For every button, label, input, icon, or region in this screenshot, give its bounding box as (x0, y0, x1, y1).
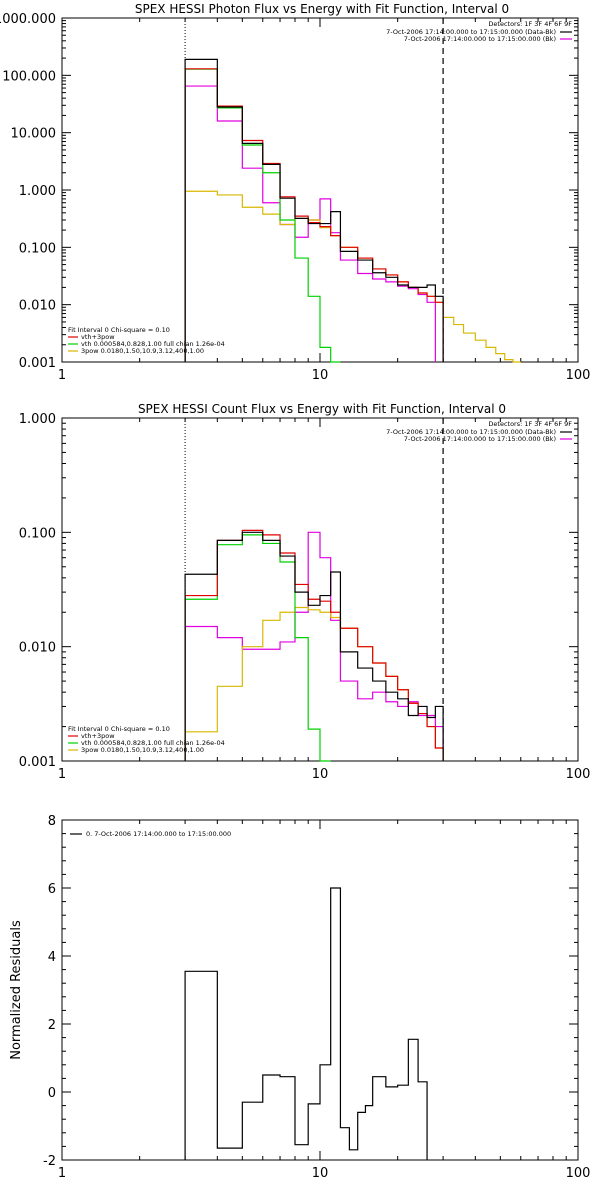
series-bk (184, 85, 436, 362)
y-tick-label: 4 (48, 950, 56, 965)
y-tick-label: -2 (43, 1154, 56, 1169)
series-data-bk (184, 58, 444, 362)
fit-component-label: vth+3pow (81, 333, 115, 341)
x-tick-label: 10 (312, 1166, 329, 1181)
series-3pow (184, 190, 521, 363)
y-tick-label: 100.000 (2, 69, 56, 84)
residuals-y-label: Normalized Residuals (9, 920, 24, 1060)
series-data-bk (184, 531, 444, 761)
series-vth-3pow (184, 68, 444, 362)
y-tick-label: 1.000 (19, 184, 56, 199)
y-tick-label: 10.000 (11, 127, 57, 142)
series-vth (184, 68, 341, 363)
series-bk (184, 531, 444, 761)
residuals-panel: Normalized Residuals 1 10 100 -2 0 2 4 6 8 0. 7-O… (9, 814, 590, 1181)
y-tick-label: 0.100 (19, 526, 56, 541)
y-tick-label: 1.000 (19, 412, 56, 427)
y-tick-label: 0.001 (19, 356, 56, 371)
y-tick-label: 0.001 (19, 755, 56, 770)
y-tick-label: 6 (48, 882, 56, 897)
x-tick-label: 1 (58, 368, 66, 383)
y-tick-label: 8 (48, 814, 56, 829)
interval-label: 7-Oct-2006 17:14:00.000 to 17:15:00.000 … (386, 428, 556, 436)
interval-label: 7-Oct-2006 17:14:00.000 to 17:15:00.000 … (404, 35, 556, 43)
detectors-label: Detectors: 1F 3F 4F 6F 9F (488, 20, 572, 28)
series-3pow (184, 606, 444, 761)
fit-component-label: 3pow 0.0180,1.50,10.9,3.12,400,1.00 (81, 347, 204, 355)
fit-component-label: vth 0.000584,0.828,1.00 full chian 1.26e… (81, 739, 225, 747)
y-tick-label: 0.100 (19, 241, 56, 256)
series-0- (184, 887, 428, 1160)
y-tick-label: 0 (48, 1086, 56, 1101)
y-tick-label: 1000.000 (0, 12, 56, 27)
y-tick-label: 0.010 (19, 641, 56, 656)
interval-label: 7-Oct-2006 17:14:00.000 to 17:15:00.000 … (386, 28, 556, 36)
series-vth-3pow (184, 529, 444, 761)
x-tick-label: 10 (312, 368, 329, 383)
x-tick-label: 1 (58, 1166, 66, 1181)
x-tick-label: 100 (566, 368, 591, 383)
residual-legend-label: 0. 7-Oct-2006 17:14:00.000 to 17:15:00.0… (86, 830, 231, 838)
fit-summary: Fit Interval 0 Chi-square = 0.10 (68, 326, 170, 334)
y-tick-label: 2 (48, 1018, 56, 1033)
y-tick-label: 0.010 (19, 299, 56, 314)
residuals-plot-frame (61, 819, 579, 1161)
count-flux-title: SPEX HESSI Count Flux vs Energy with Fit… (138, 402, 506, 416)
fit-component-label: 3pow 0.0180,1.50,10.9,3.12,400,1.00 (81, 746, 204, 754)
count-flux-panel: SPEX HESSI Count Flux vs Energy with Fit… (19, 402, 591, 782)
series-vth (184, 534, 331, 762)
count-flux-plot-frame (61, 417, 579, 762)
interval-label: 7-Oct-2006 17:14:00.000 to 17:15:00.000 … (404, 435, 556, 443)
detectors-label: Detectors: 1F 3F 4F 6F 9F (488, 420, 572, 428)
x-tick-label: 1 (58, 767, 66, 782)
fit-component-label: vth 0.000584,0.828,1.00 full chian 1.26e… (81, 340, 225, 348)
x-tick-label: 10 (312, 767, 329, 782)
fit-summary: Fit Interval 0 Chi-square = 0.10 (68, 725, 170, 733)
fit-component-label: vth+3pow (81, 732, 115, 740)
x-tick-label: 100 (566, 1166, 591, 1181)
x-tick-label: 100 (566, 767, 591, 782)
photon-flux-title: SPEX HESSI Photon Flux vs Energy with Fi… (135, 2, 509, 16)
photon-flux-panel: SPEX HESSI Photon Flux vs Energy with Fi… (0, 2, 590, 383)
